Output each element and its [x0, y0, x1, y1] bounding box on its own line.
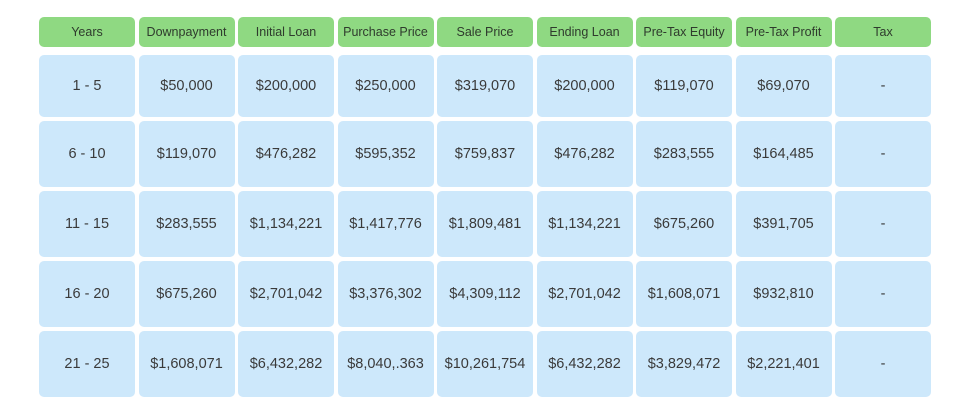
table-cell: $6,432,282	[238, 331, 334, 397]
header-cell: Pre-Tax Equity	[636, 17, 732, 47]
table-cell: $4,309,112	[437, 261, 533, 327]
table-cell: $595,352	[337, 121, 434, 187]
header-cell: Ending Loan	[536, 17, 633, 47]
table-cell: $50,000	[138, 55, 235, 117]
table-cell: $1,608,071	[636, 261, 732, 327]
table-cell: $6,432,282	[536, 331, 633, 397]
table-cell: $10,261,754	[437, 331, 533, 397]
table-cell: $2,701,042	[536, 261, 633, 327]
table-cell: $250,000	[337, 55, 434, 117]
header-cell: Downpayment	[138, 17, 235, 47]
table-cell: $3,376,302	[337, 261, 434, 327]
header-cell: Years	[39, 17, 135, 47]
table-cell: -	[835, 191, 931, 257]
row-years-cell: 21 - 25	[39, 331, 135, 397]
table-cell: $283,555	[636, 121, 732, 187]
table-cell: $675,260	[138, 261, 235, 327]
table-cell: $476,282	[238, 121, 334, 187]
table-cell: $1,417,776	[337, 191, 434, 257]
table-cell: $8,040,.363	[337, 331, 434, 397]
table-cell: $759,837	[437, 121, 533, 187]
table-cell: -	[835, 121, 931, 187]
table-cell: $119,070	[138, 121, 235, 187]
table-cell: $164,485	[735, 121, 832, 187]
table-cell: -	[835, 261, 931, 327]
table-cell: $1,809,481	[437, 191, 533, 257]
row-years-cell: 1 - 5	[39, 55, 135, 117]
table-cell: $391,705	[735, 191, 832, 257]
table-cell: $476,282	[536, 121, 633, 187]
header-cell: Tax	[835, 17, 931, 47]
header-cell: Pre-Tax Profit	[735, 17, 832, 47]
investment-table: Years Downpayment Initial Loan Purchase Pri…	[39, 17, 931, 397]
table-cell: $2,701,042	[238, 261, 334, 327]
row-years-cell: 6 - 10	[39, 121, 135, 187]
header-cell: Sale Price	[437, 17, 533, 47]
table-cell: $200,000	[238, 55, 334, 117]
table-cell: $1,608,071	[138, 331, 235, 397]
table-cell: $3,829,472	[636, 331, 732, 397]
header-cell: Purchase Price	[337, 17, 434, 47]
table-cell: $932,810	[735, 261, 832, 327]
table-cell: $675,260	[636, 191, 732, 257]
table-cell: -	[835, 55, 931, 117]
table-cell: $119,070	[636, 55, 732, 117]
header-cell: Initial Loan	[238, 17, 334, 47]
table-cell: $319,070	[437, 55, 533, 117]
table-cell: $200,000	[536, 55, 633, 117]
table-cell: -	[835, 331, 931, 397]
table-cell: $69,070	[735, 55, 832, 117]
table-cell: $1,134,221	[238, 191, 334, 257]
row-years-cell: 16 - 20	[39, 261, 135, 327]
table-cell: $283,555	[138, 191, 235, 257]
row-years-cell: 11 - 15	[39, 191, 135, 257]
table-cell: $2,221,401	[735, 331, 832, 397]
table-cell: $1,134,221	[536, 191, 633, 257]
